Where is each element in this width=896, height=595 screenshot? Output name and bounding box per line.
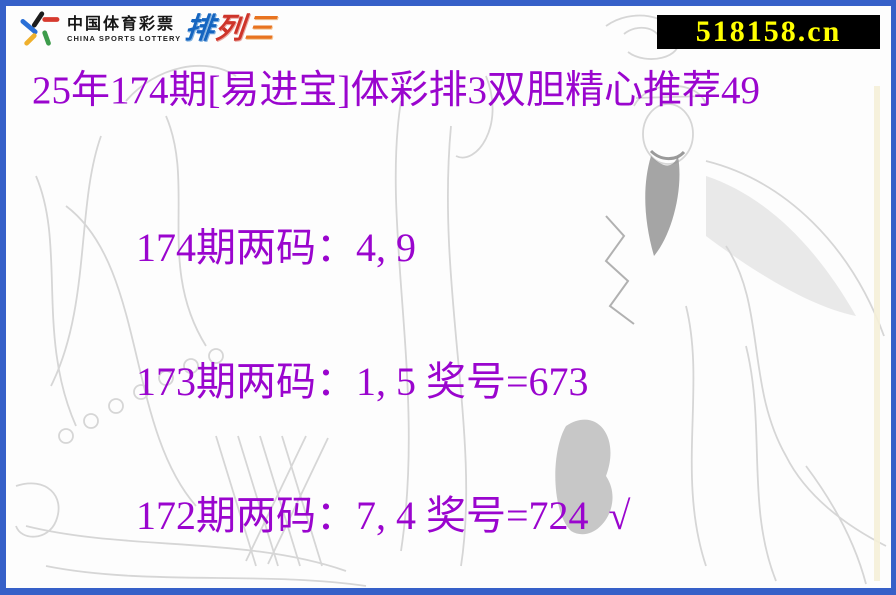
prediction-row: 174期两码：4, 9 — [136, 224, 416, 270]
brand-name-cn: 中国体育彩票 — [67, 16, 176, 33]
site-domain-badge: 518158.cn — [657, 15, 880, 49]
sports-lottery-logo[interactable]: 中国体育彩票 CHINA SPORTS LOTTERY 排列三 — [18, 10, 277, 48]
post-title: 25年174期[易进宝]体彩排3双胆精心推荐49 — [32, 69, 760, 112]
prediction-list: 174期两码：4, 9 173期两码：1, 5 奖号=673 172期两码：7,… — [136, 136, 631, 588]
prediction-row: 173期两码：1, 5 奖号=673 — [136, 358, 589, 404]
brand-name-en: CHINA SPORTS LOTTERY — [67, 34, 182, 43]
sports-lottery-logo-icon — [20, 11, 60, 46]
prediction-row: 172期两码：7, 4 奖号=724 √ — [136, 493, 631, 539]
game-name-pailiesan: 排列三 — [183, 13, 277, 45]
game-char-2: 列 — [213, 13, 247, 45]
site-header: 中国体育彩票 CHINA SPORTS LOTTERY 排列三 — [18, 10, 277, 48]
brand-text: 中国体育彩票 CHINA SPORTS LOTTERY — [67, 15, 181, 43]
game-char-1: 排 — [183, 13, 217, 45]
game-char-3: 三 — [243, 13, 277, 45]
